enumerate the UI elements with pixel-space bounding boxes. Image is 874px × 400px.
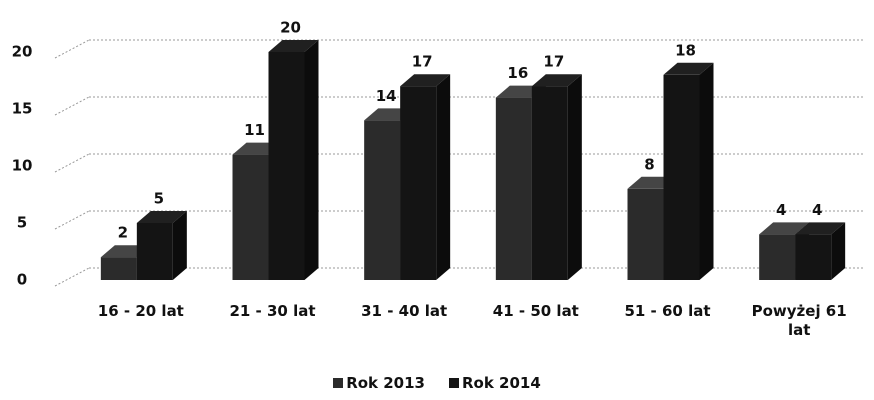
legend-label: Rok 2013 xyxy=(346,374,425,392)
legend-swatch xyxy=(333,378,344,388)
bar-top xyxy=(531,74,582,87)
grid-depth xyxy=(54,153,90,173)
data-label: 18 xyxy=(675,41,696,59)
bar xyxy=(663,74,700,280)
bar xyxy=(759,234,796,280)
bar-side xyxy=(436,74,451,280)
bar xyxy=(795,234,832,280)
x-tick-label: Powyżej 61 lat xyxy=(751,302,847,339)
legend-item: Rok 2013 xyxy=(333,374,425,392)
legend-item: Rok 2014 xyxy=(449,374,541,392)
data-label: 4 xyxy=(812,201,822,219)
bar xyxy=(495,97,532,280)
bar xyxy=(627,188,664,280)
bar-top xyxy=(663,62,714,75)
bar xyxy=(531,86,568,280)
bar-top xyxy=(400,74,451,87)
bar xyxy=(232,154,269,280)
data-label: 8 xyxy=(644,155,654,173)
bar-top xyxy=(136,211,187,223)
bar xyxy=(364,120,401,281)
bar xyxy=(400,86,437,280)
grid-depth xyxy=(54,39,90,59)
data-label: 17 xyxy=(412,53,433,71)
x-tick-label: 31 - 40 lat xyxy=(361,302,448,320)
y-tick-label: 10 xyxy=(12,157,33,175)
bar xyxy=(268,52,305,280)
data-label: 20 xyxy=(280,19,301,37)
y-tick-label: 0 xyxy=(17,271,27,289)
grid-depth xyxy=(54,267,90,287)
bar-side xyxy=(567,74,582,280)
data-label: 16 xyxy=(507,64,528,82)
bar-top xyxy=(268,40,319,52)
legend: Rok 2013 Rok 2014 xyxy=(0,374,874,392)
bar-top xyxy=(759,222,810,235)
y-tick-label: 15 xyxy=(12,100,33,118)
data-label: 17 xyxy=(543,53,564,71)
bar-side xyxy=(699,62,714,280)
legend-label: Rok 2014 xyxy=(462,374,541,392)
data-label: 2 xyxy=(118,224,128,242)
x-tick-label: 51 - 60 lat xyxy=(624,302,711,320)
bar xyxy=(136,223,173,280)
y-tick-label: 20 xyxy=(12,43,33,61)
y-tick-label: 5 xyxy=(17,214,27,232)
bar-side xyxy=(304,40,319,280)
data-label: 4 xyxy=(776,201,786,219)
grid-depth xyxy=(54,210,90,230)
grid-depth xyxy=(54,96,90,116)
x-tick-label: 41 - 50 lat xyxy=(492,302,579,320)
data-label: 5 xyxy=(154,190,164,208)
data-label: 11 xyxy=(244,121,265,139)
legend-swatch xyxy=(449,378,459,388)
bar xyxy=(100,257,137,280)
data-label: 14 xyxy=(376,87,397,105)
bar-side xyxy=(172,211,187,280)
x-tick-label: 16 - 20 lat xyxy=(97,302,184,320)
bar-top xyxy=(795,222,846,235)
x-tick-label: 21 - 30 lat xyxy=(229,302,316,320)
bar-side xyxy=(831,222,846,280)
